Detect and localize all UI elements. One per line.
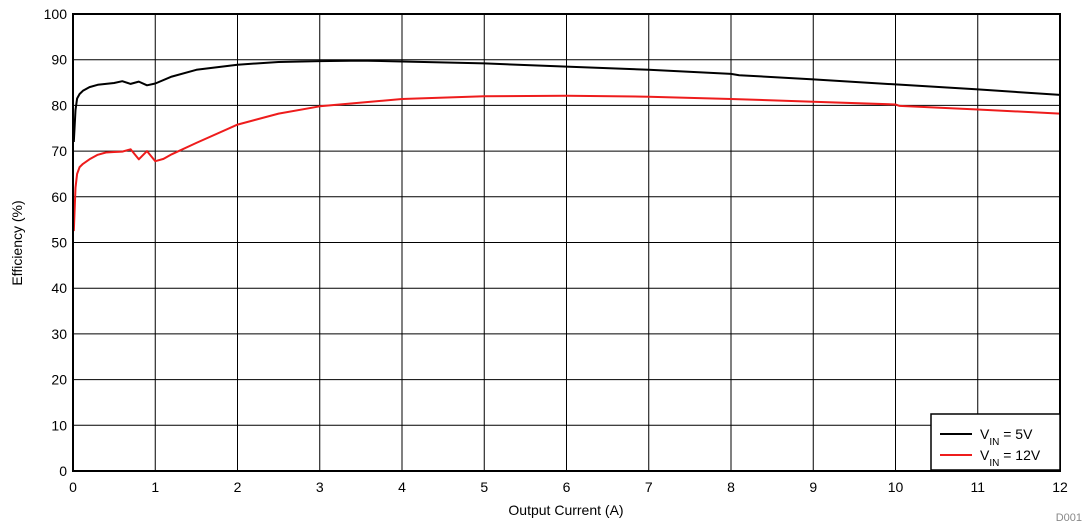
- legend-label-rest: = 5V: [999, 426, 1033, 442]
- y-tick-label: 40: [51, 280, 67, 296]
- series-line-vin-5v: [72, 59, 1061, 143]
- plot-frame: [72, 13, 1061, 472]
- legend-box: [930, 413, 1061, 471]
- x-tick-label: 6: [563, 479, 571, 495]
- y-tick-label: 80: [51, 97, 67, 113]
- x-axis-title: Output Current (A): [508, 502, 623, 518]
- y-tick-label: 90: [51, 52, 67, 68]
- x-tick-label: 4: [398, 479, 406, 495]
- y-axis-title: Efficiency (%): [9, 200, 25, 285]
- series-lines: [72, 59, 1061, 232]
- legend-label-main: V: [980, 447, 990, 463]
- y-tick-label: 100: [44, 6, 68, 22]
- series-line-vin-12v: [72, 94, 1061, 232]
- y-tick-label: 50: [51, 235, 67, 251]
- x-tick-label: 7: [645, 479, 653, 495]
- x-tick-label: 1: [151, 479, 159, 495]
- legend-label-main: V: [980, 426, 990, 442]
- legend-label-subscript: IN: [989, 437, 999, 448]
- x-tick-label: 5: [480, 479, 488, 495]
- legend-label-subscript: IN: [989, 458, 999, 469]
- x-tick-label: 10: [888, 479, 904, 495]
- legend-label-rest: = 12V: [999, 447, 1041, 463]
- grid-lines: [73, 14, 1060, 471]
- legend-label: VIN = 5V: [980, 426, 1033, 448]
- x-tick-label: 12: [1052, 479, 1068, 495]
- y-tick-label: 0: [59, 463, 67, 479]
- x-tick-label: 9: [809, 479, 817, 495]
- y-tick-label: 60: [51, 189, 67, 205]
- x-tick-label: 11: [970, 479, 985, 495]
- x-tick-label: 3: [316, 479, 324, 495]
- x-tick-label: 2: [234, 479, 242, 495]
- figure-id-label: D001: [1056, 512, 1082, 524]
- y-tick-label: 70: [51, 143, 67, 159]
- x-tick-label: 8: [727, 479, 735, 495]
- x-tick-label: 0: [69, 479, 77, 495]
- y-tick-label: 20: [51, 372, 67, 388]
- y-tick-label: 10: [51, 417, 67, 433]
- legend-label: VIN = 12V: [980, 447, 1041, 469]
- y-tick-label: 30: [51, 326, 67, 342]
